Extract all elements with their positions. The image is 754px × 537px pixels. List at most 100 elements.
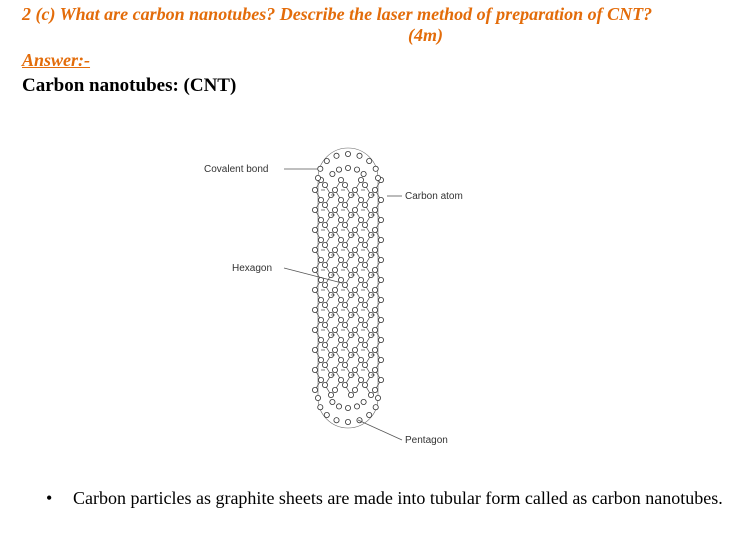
carbon-atom <box>361 202 368 209</box>
carbon-atom-label: Carbon atom <box>405 191 463 202</box>
carbon-atom <box>371 207 378 214</box>
carbon-atom <box>317 316 324 323</box>
carbon-atom <box>344 150 351 157</box>
carbon-atom <box>331 187 338 194</box>
carbon-atom <box>312 326 319 333</box>
carbon-atom <box>357 237 364 244</box>
carbon-atom <box>341 202 348 209</box>
carbon-atom <box>315 175 322 182</box>
bullet-text: Carbon particles as graphite sheets are … <box>73 488 723 508</box>
carbon-atom <box>312 366 319 373</box>
carbon-atom <box>371 286 378 293</box>
carbon-atom <box>377 296 384 303</box>
carbon-atom <box>341 222 348 229</box>
question: 2 (c) What are carbon nanotubes? Describ… <box>22 4 742 45</box>
carbon-atom <box>312 207 319 214</box>
carbon-atom <box>377 356 384 363</box>
carbon-atom <box>335 166 342 173</box>
carbon-atom <box>331 266 338 273</box>
carbon-atom <box>372 165 379 172</box>
carbon-atom <box>341 301 348 308</box>
carbon-atom <box>366 411 373 418</box>
carbon-atom <box>351 247 358 254</box>
carbon-atom <box>357 217 364 224</box>
carbon-atom <box>347 391 354 398</box>
carbon-atom <box>337 256 344 263</box>
carbon-atom <box>371 346 378 353</box>
carbon-atom <box>371 266 378 273</box>
carbon-atom <box>331 366 338 373</box>
carbon-atom <box>337 237 344 244</box>
carbon-atom <box>351 366 358 373</box>
carbon-atom <box>317 197 324 204</box>
carbon-atom <box>371 366 378 373</box>
carbon-atom <box>317 356 324 363</box>
carbon-atom <box>312 386 319 393</box>
carbon-atom <box>321 182 328 189</box>
carbon-atom <box>353 166 360 173</box>
pentagon-label: Pentagon <box>405 435 448 446</box>
question-marks: (4m) <box>408 25 443 45</box>
carbon-atom <box>337 316 344 323</box>
carbon-atom <box>377 316 384 323</box>
carbon-atom <box>371 187 378 194</box>
carbon-atom <box>367 391 374 398</box>
carbon-atom <box>361 341 368 348</box>
carbon-atom <box>321 341 328 348</box>
nanotube-diagram: Covalent bond Hexagon Carbon atom Pentag… <box>204 147 463 446</box>
carbon-atom <box>341 182 348 189</box>
carbon-atom <box>360 398 367 405</box>
carbon-atom <box>361 222 368 229</box>
carbon-atom <box>357 296 364 303</box>
carbon-atom <box>337 376 344 383</box>
carbon-atom <box>331 286 338 293</box>
carbon-atom <box>377 197 384 204</box>
carbon-atom <box>329 171 336 178</box>
carbon-atom <box>337 177 344 184</box>
carbon-atom <box>377 336 384 343</box>
carbon-atom <box>317 404 324 411</box>
carbon-atom <box>361 301 368 308</box>
carbon-atom <box>341 361 348 368</box>
carbon-atom <box>377 217 384 224</box>
carbon-atom <box>361 182 368 189</box>
carbon-atom <box>337 296 344 303</box>
carbon-atom <box>312 247 319 254</box>
carbon-atom <box>341 341 348 348</box>
carbon-atom <box>335 403 342 410</box>
carbon-atom <box>351 326 358 333</box>
carbon-atom <box>356 152 363 159</box>
carbon-atom <box>361 242 368 249</box>
carbon-atom <box>321 381 328 388</box>
carbon-atom <box>312 286 319 293</box>
answer-heading: Answer:- <box>22 50 91 70</box>
carbon-atom <box>331 207 338 214</box>
carbon-atom <box>371 326 378 333</box>
carbon-atom <box>344 165 351 172</box>
carbon-atom <box>331 247 338 254</box>
carbon-atom <box>317 296 324 303</box>
carbon-atom <box>357 356 364 363</box>
carbon-atom <box>331 346 338 353</box>
hexagon-leader <box>283 267 343 284</box>
carbon-atom <box>374 394 381 401</box>
carbon-atom <box>321 301 328 308</box>
carbon-atom <box>371 306 378 313</box>
carbon-atom <box>321 242 328 249</box>
subheading: Carbon nanotubes: (CNT) <box>22 75 237 96</box>
carbon-atom <box>377 237 384 244</box>
carbon-atom <box>371 247 378 254</box>
carbon-atom <box>372 404 379 411</box>
pentagon-leader <box>357 419 403 441</box>
carbon-atom <box>315 394 322 401</box>
carbon-atom <box>344 418 351 425</box>
bullet-symbol: • <box>46 488 53 508</box>
carbon-atom <box>360 171 367 178</box>
carbon-atom <box>357 276 364 283</box>
carbon-atom <box>323 157 330 164</box>
carbon-atom <box>331 386 338 393</box>
carbon-atom <box>371 386 378 393</box>
carbon-atom <box>377 256 384 263</box>
carbon-atom <box>361 321 368 328</box>
carbon-atom <box>317 217 324 224</box>
